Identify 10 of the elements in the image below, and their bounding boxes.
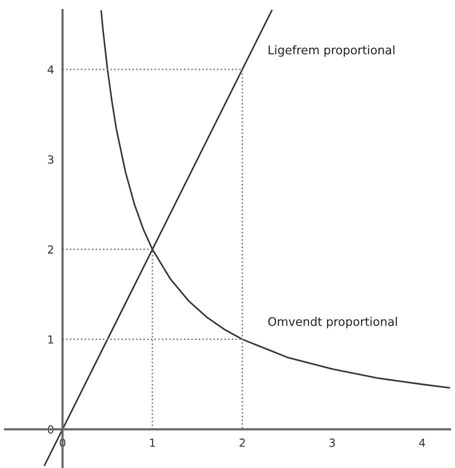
y-tick-label: 4 <box>48 66 54 74</box>
y-tick-label: 1 <box>48 335 54 344</box>
y-tick-label: 2 <box>48 245 54 254</box>
x-tick-label: 1 <box>150 438 155 447</box>
x-tick-label: 4 <box>419 438 426 447</box>
y-tick-label: 3 <box>48 155 54 164</box>
series-label: Omvendt proportional <box>268 316 397 328</box>
series-label: Ligefrem proportional <box>268 45 394 57</box>
x-tick-label: 2 <box>240 438 245 447</box>
x-tick-label: 3 <box>330 438 335 447</box>
